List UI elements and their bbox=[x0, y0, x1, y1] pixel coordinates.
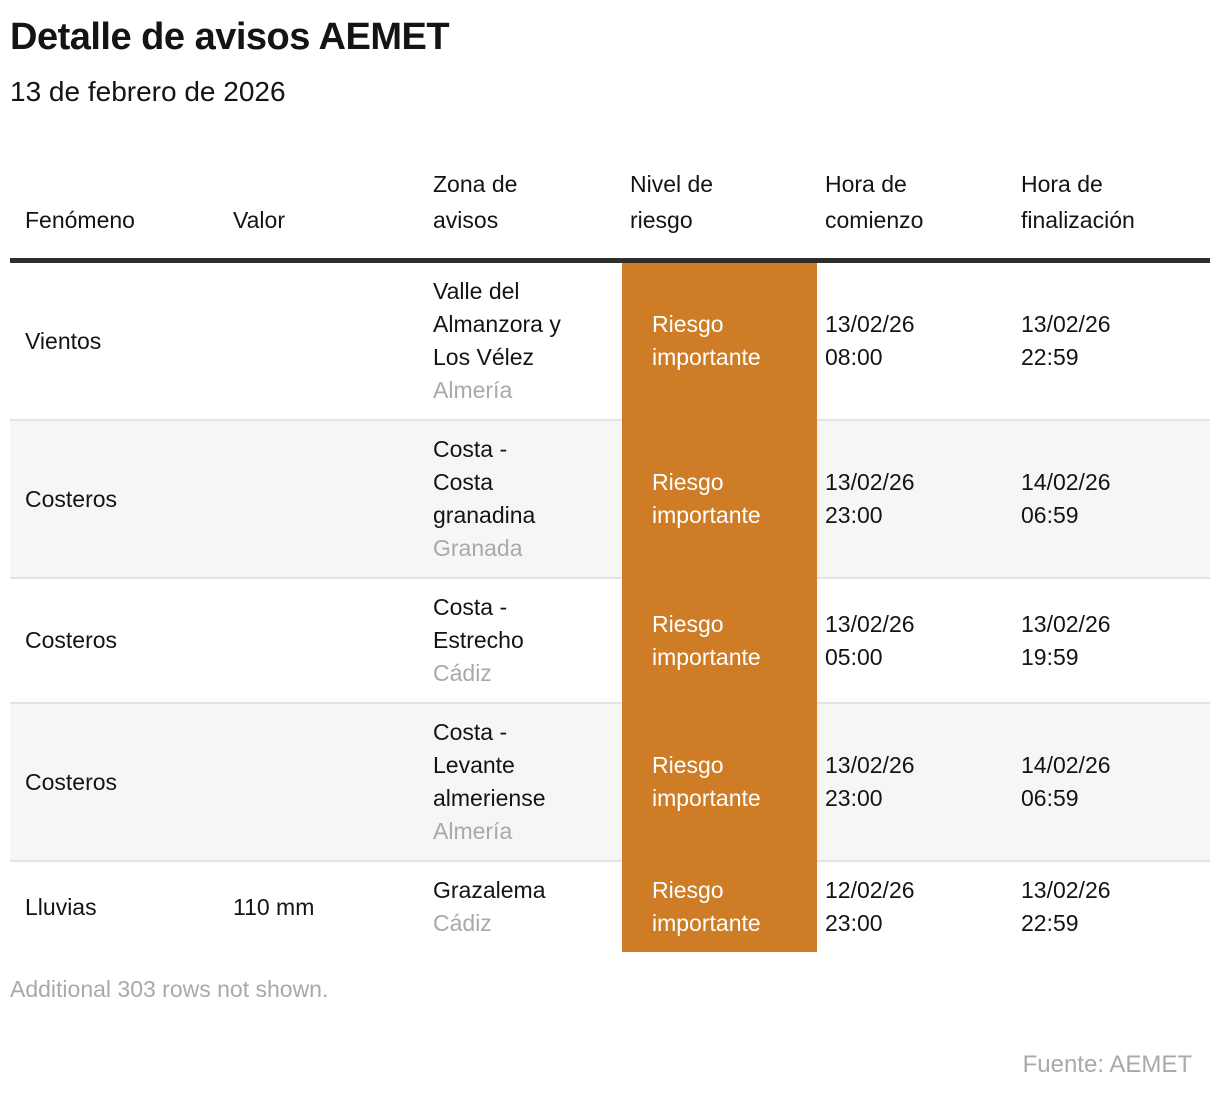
cell-fenomeno: Costeros bbox=[10, 577, 225, 703]
cell-zona: Costa - Estrecho Cádiz bbox=[425, 577, 622, 703]
fecha-finalizacion: 13/02/26 bbox=[1021, 311, 1111, 337]
table-row: Costeros Costa - Levante almeriense Alme… bbox=[10, 702, 1210, 861]
cell-hora-comienzo: 13/02/26 23:00 bbox=[817, 419, 1013, 578]
cell-fenomeno: Vientos bbox=[25, 327, 102, 354]
zona-name: Grazalema bbox=[433, 877, 546, 903]
cell-zona: Valle del Almanzora y Los Vélez Almería bbox=[425, 261, 622, 421]
risk-badge: Riesgo importante bbox=[652, 610, 761, 670]
zona-name: Costa - Estrecho bbox=[433, 594, 524, 653]
cell-zona: Costa - Costa granadina Granada bbox=[425, 419, 622, 578]
column-header-hora-de-comienzo: Hora de comienzo bbox=[817, 166, 1013, 263]
risk-badge: Riesgo importante bbox=[652, 877, 761, 936]
hora-finalizacion: 22:59 bbox=[1021, 910, 1079, 936]
fecha-finalizacion: 14/02/26 bbox=[1021, 469, 1111, 495]
risk-badge: Riesgo importante bbox=[652, 311, 761, 370]
cell-nivel-riesgo: Riesgo importante bbox=[622, 860, 817, 952]
hora-comienzo: 23:00 bbox=[825, 502, 883, 528]
page-subtitle: 13 de febrero de 2026 bbox=[10, 76, 286, 107]
zona-provincia: Almería bbox=[433, 818, 513, 844]
column-header-zona-de-avisos: Zona de avisos bbox=[425, 166, 622, 263]
cell-valor bbox=[225, 419, 425, 578]
cell-hora-comienzo: 13/02/26 05:00 bbox=[817, 577, 1013, 703]
cell-hora-finalizacion: 14/02/26 06:59 bbox=[1013, 702, 1210, 861]
cell-fenomeno: Lluvias bbox=[10, 860, 225, 952]
cell-hora-finalizacion: 13/02/26 19:59 bbox=[1013, 577, 1210, 703]
cell-zona: Costa - Levante almeriense Almería bbox=[425, 702, 622, 861]
column-header-nivel-de-riesgo: Nivel de riesgo bbox=[622, 166, 817, 263]
cell-hora-comienzo: 13/02/26 23:00 bbox=[817, 702, 1013, 861]
hora-comienzo: 08:00 bbox=[825, 344, 883, 370]
zona-name: Valle del Almanzora y Los Vélez bbox=[433, 278, 561, 370]
zona-provincia: Cádiz bbox=[433, 910, 492, 936]
column-header-hora-de-finalizacion: Hora de finalización bbox=[1013, 166, 1210, 263]
cell-valor: 110 mm bbox=[225, 860, 425, 952]
page-title: Detalle de avisos AEMET bbox=[10, 16, 450, 58]
zona-name: Costa - Levante almeriense bbox=[433, 719, 546, 811]
cell-fenomeno: Costeros bbox=[10, 419, 225, 578]
hora-finalizacion: 19:59 bbox=[1021, 643, 1079, 670]
fecha-comienzo: 12/02/26 bbox=[825, 877, 915, 903]
fecha-finalizacion: 13/02/26 bbox=[1021, 610, 1111, 637]
table-header-row: Fenómeno Valor Zona de avisos Nivel de r… bbox=[10, 166, 1210, 263]
column-header-fenomeno: Fenómeno bbox=[10, 166, 225, 263]
fecha-comienzo: 13/02/26 bbox=[825, 610, 915, 637]
fecha-comienzo: 13/02/26 bbox=[825, 311, 915, 337]
table-row: Vientos Valle del Almanzora y Los Vélez … bbox=[10, 260, 1210, 421]
fecha-finalizacion: 14/02/26 bbox=[1021, 752, 1111, 778]
source-attribution: Fuente: AEMET bbox=[1022, 1051, 1192, 1078]
cell-hora-finalizacion: 13/02/26 22:59 bbox=[1013, 261, 1210, 421]
cell-fenomeno: Costeros bbox=[10, 702, 225, 861]
zona-provincia: Granada bbox=[433, 535, 523, 561]
hora-comienzo: 05:00 bbox=[825, 643, 883, 670]
risk-badge: Riesgo importante bbox=[652, 469, 761, 528]
cell-valor bbox=[225, 702, 425, 861]
zona-name: Costa - Costa granadina bbox=[433, 436, 536, 528]
cell-hora-finalizacion: 13/02/26 22:59 bbox=[1013, 860, 1210, 952]
table-row: Costeros Costa - Estrecho Cádiz Riesgo i… bbox=[10, 577, 1210, 703]
cell-nivel-riesgo: Riesgo importante bbox=[622, 419, 817, 578]
zona-provincia: Cádiz bbox=[433, 660, 492, 686]
cell-hora-comienzo: 12/02/26 23:00 bbox=[817, 860, 1013, 952]
avisos-table: Fenómeno Valor Zona de avisos Nivel de r… bbox=[10, 166, 1210, 952]
cell-hora-finalizacion: 14/02/26 06:59 bbox=[1013, 419, 1210, 578]
cell-valor bbox=[225, 261, 425, 421]
hora-finalizacion: 06:59 bbox=[1021, 785, 1079, 811]
cell-zona: Grazalema Cádiz bbox=[425, 860, 622, 952]
cell-nivel-riesgo: Riesgo importante bbox=[622, 260, 817, 420]
zona-provincia: Almería bbox=[433, 377, 513, 403]
fecha-comienzo: 13/02/26 bbox=[825, 469, 915, 495]
rows-not-shown-note: Additional 303 rows not shown. bbox=[10, 976, 329, 1002]
risk-badge: Riesgo importante bbox=[652, 752, 761, 811]
hora-comienzo: 23:00 bbox=[825, 785, 883, 811]
cell-valor bbox=[225, 577, 425, 703]
hora-finalizacion: 06:59 bbox=[1021, 502, 1079, 528]
cell-hora-comienzo: 13/02/26 08:00 bbox=[817, 261, 1013, 421]
table-row: Costeros Costa - Costa granadina Granada… bbox=[10, 419, 1210, 578]
column-header-valor: Valor bbox=[225, 166, 425, 263]
fecha-comienzo: 13/02/26 bbox=[825, 752, 915, 778]
table-row: Lluvias 110 mm Grazalema Cádiz Riesgo im… bbox=[10, 860, 1210, 952]
cell-nivel-riesgo: Riesgo importante bbox=[622, 577, 817, 703]
fecha-finalizacion: 13/02/26 bbox=[1021, 877, 1111, 903]
hora-finalizacion: 22:59 bbox=[1021, 344, 1079, 370]
cell-nivel-riesgo: Riesgo importante bbox=[622, 702, 817, 861]
hora-comienzo: 23:00 bbox=[825, 910, 883, 936]
